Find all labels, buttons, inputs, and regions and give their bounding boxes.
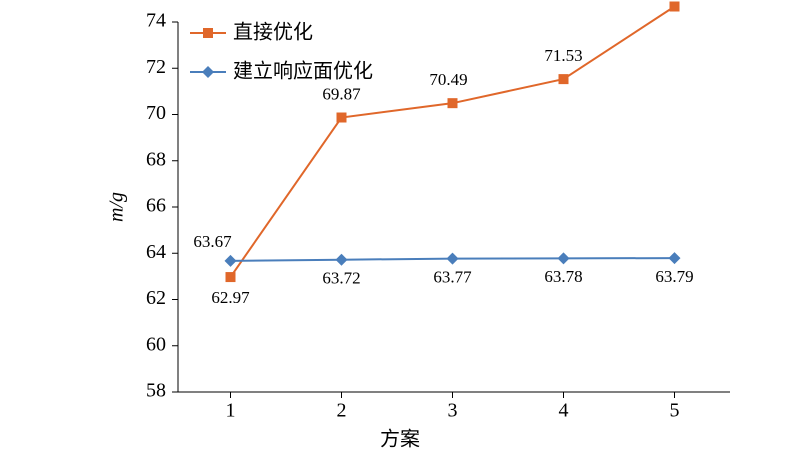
point — [224, 254, 237, 267]
legend-marker — [203, 28, 213, 38]
point — [335, 253, 348, 266]
legend-label: 直接优化 — [233, 20, 313, 44]
x-tick-label: 5 — [670, 400, 680, 422]
x-tick-label: 3 — [448, 400, 458, 422]
x-tick-label: 4 — [559, 400, 569, 422]
point — [557, 252, 570, 265]
data-label: 63.72 — [322, 269, 360, 288]
legend-marker — [202, 66, 214, 78]
y-tick-label: 64 — [146, 241, 166, 263]
x-tick-label: 1 — [226, 400, 236, 422]
y-tick-label: 70 — [146, 102, 166, 124]
series-line — [229, 5, 676, 278]
point — [447, 98, 458, 109]
y-tick-label: 72 — [146, 56, 166, 78]
data-label: 63.79 — [655, 267, 693, 286]
point — [225, 272, 236, 283]
point — [336, 112, 347, 123]
y-tick-label: 58 — [146, 380, 166, 402]
y-tick-label: 74 — [146, 10, 166, 32]
point — [446, 252, 459, 265]
y-tick-label: 66 — [146, 195, 166, 217]
y-tick-label: 60 — [146, 333, 166, 355]
x-tick-label: 2 — [337, 400, 347, 422]
data-label: 63.67 — [193, 232, 232, 251]
data-label: 69.87 — [322, 84, 361, 103]
y-tick-label: 62 — [146, 287, 166, 309]
legend-label: 建立响应面优化 — [233, 59, 373, 83]
data-label: 63.78 — [544, 267, 582, 286]
data-label: 62.97 — [211, 288, 250, 307]
point — [558, 74, 569, 85]
data-label: 63.77 — [433, 267, 472, 286]
point — [668, 252, 681, 265]
x-axis-label: 方案 — [380, 427, 420, 451]
data-label: 70.49 — [429, 70, 467, 89]
data-label: 71.53 — [544, 46, 582, 65]
y-tick-label: 68 — [146, 148, 166, 170]
y-axis-label: m/g — [106, 192, 128, 222]
point — [669, 1, 680, 12]
